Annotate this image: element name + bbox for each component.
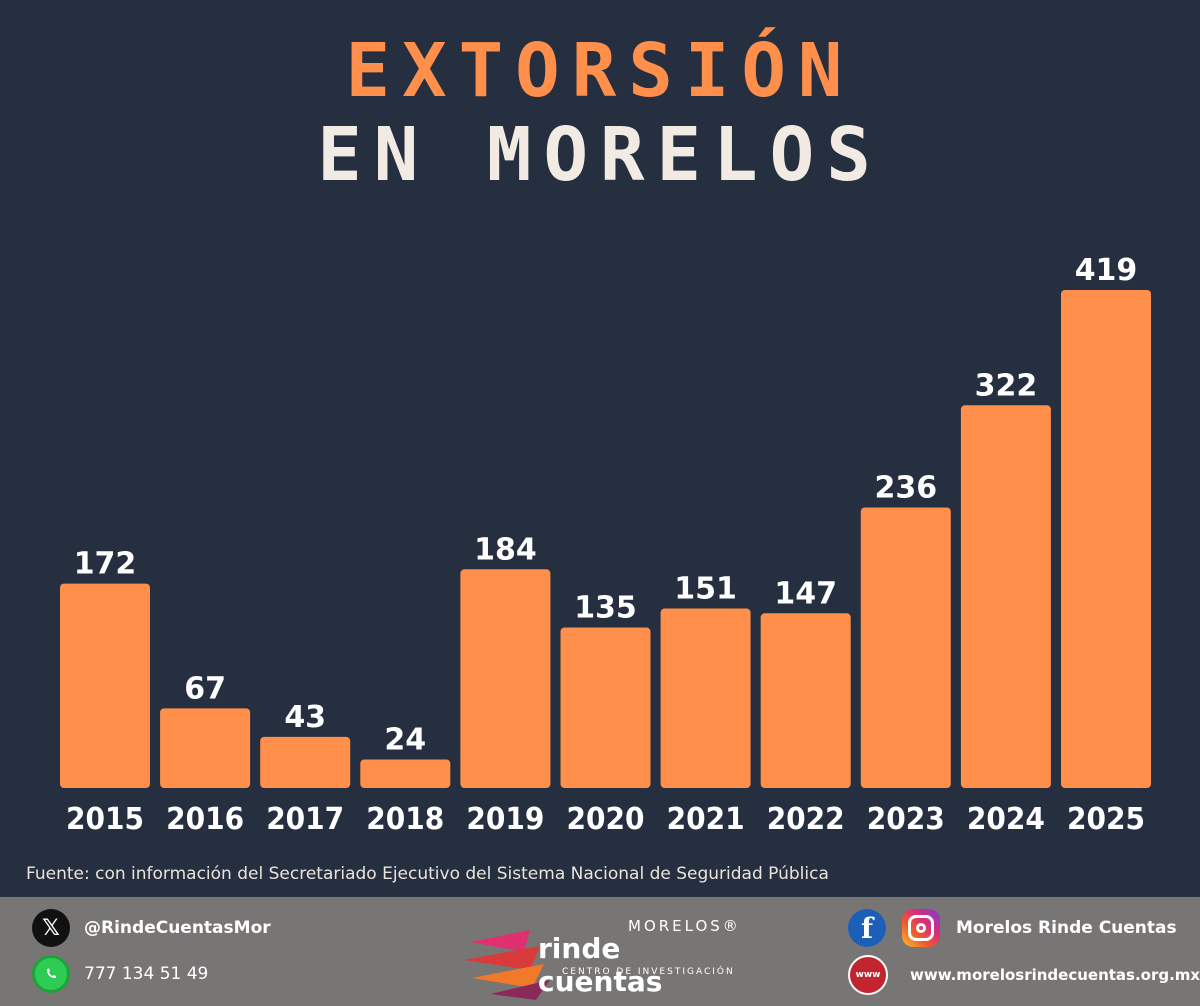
social-name: Morelos Rinde Cuentas bbox=[956, 918, 1177, 938]
bar-2018 bbox=[360, 759, 451, 788]
value-label-2016: 67 bbox=[184, 671, 226, 706]
website-url: www.morelosrindecuentas.org.mx bbox=[910, 966, 1200, 984]
source-note: Fuente: con información del Secretariado… bbox=[26, 864, 829, 884]
logo-flame-icon bbox=[464, 930, 550, 1000]
x-tick-2022: 2022 bbox=[767, 802, 845, 837]
whatsapp-icon bbox=[32, 955, 70, 993]
bar-2024 bbox=[960, 405, 1051, 788]
x-logo-icon: 𝕏 bbox=[32, 909, 70, 947]
bar-2015 bbox=[60, 583, 150, 788]
bar-2021 bbox=[660, 608, 751, 788]
bar-2022 bbox=[760, 613, 851, 788]
bar-2020 bbox=[560, 627, 651, 788]
x-tick-2017: 2017 bbox=[266, 802, 344, 837]
logo-top-text: MORELOS® bbox=[628, 917, 741, 935]
value-label-2019: 184 bbox=[474, 532, 537, 567]
logo-sub-text: CENTRO DE INVESTIGACIÓN bbox=[562, 967, 735, 977]
chart-title: EXTORSIÓN bbox=[345, 28, 855, 114]
x-tick-2021: 2021 bbox=[667, 802, 745, 837]
value-label-2024: 322 bbox=[975, 368, 1038, 403]
social-links: f Morelos Rinde Cuentas bbox=[848, 909, 1177, 947]
bar-2016 bbox=[160, 708, 251, 788]
value-label-2020: 135 bbox=[574, 591, 637, 626]
instagram-icon[interactable] bbox=[902, 909, 940, 947]
phone-number: 777 134 51 49 bbox=[84, 964, 209, 984]
x-tick-2020: 2020 bbox=[567, 802, 645, 837]
facebook-icon[interactable]: f bbox=[848, 909, 886, 947]
logo-main-text: rinde cuentas bbox=[538, 932, 663, 998]
bar-2023 bbox=[860, 507, 951, 788]
rinde-cuentas-logo: MORELOS® rinde cuentas CENTRO DE INVESTI… bbox=[460, 912, 740, 1002]
x-contact[interactable]: 𝕏 @RindeCuentasMor bbox=[32, 909, 271, 947]
x-tick-2015: 2015 bbox=[66, 802, 144, 837]
bar-2019 bbox=[460, 569, 551, 788]
chart-subtitle: EN MORELOS bbox=[317, 112, 883, 198]
x-tick-2024: 2024 bbox=[967, 802, 1045, 837]
whatsapp-contact[interactable]: 777 134 51 49 bbox=[32, 955, 208, 993]
x-tick-2016: 2016 bbox=[166, 802, 244, 837]
x-tick-2025: 2025 bbox=[1067, 802, 1145, 837]
bar-2025 bbox=[1061, 290, 1151, 788]
value-label-2021: 151 bbox=[674, 572, 737, 607]
value-label-2022: 147 bbox=[774, 576, 837, 611]
footer: 𝕏 @RindeCuentasMor 777 134 51 49 f Morel… bbox=[0, 897, 1200, 1006]
value-label-2023: 236 bbox=[874, 471, 937, 506]
x-handle: @RindeCuentasMor bbox=[84, 918, 271, 938]
x-tick-2019: 2019 bbox=[466, 802, 544, 837]
bar-2017 bbox=[260, 736, 351, 788]
value-label-2018: 24 bbox=[384, 722, 426, 757]
bar-chart: 172 2015 67 2016 43 2017 24 2018 184 2019 135 2020 1… bbox=[60, 253, 1151, 837]
website-link[interactable]: www www.morelosrindecuentas.org.mx bbox=[848, 955, 1200, 995]
www-globe-icon: www bbox=[848, 955, 888, 995]
value-label-2025: 419 bbox=[1075, 253, 1138, 288]
x-tick-2018: 2018 bbox=[366, 802, 444, 837]
value-label-2015: 172 bbox=[74, 547, 137, 582]
value-label-2017: 43 bbox=[284, 700, 326, 735]
x-tick-2023: 2023 bbox=[867, 802, 945, 837]
